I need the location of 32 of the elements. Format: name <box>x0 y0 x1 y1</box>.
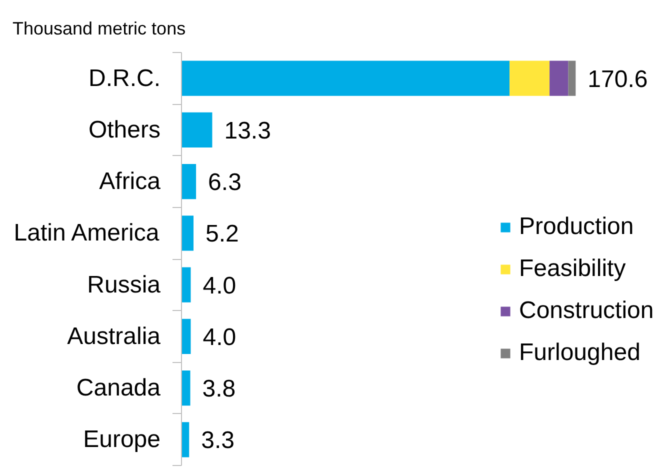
bar <box>510 60 550 96</box>
total-label: 170.6 <box>588 66 648 93</box>
y-tick-label: Australia <box>67 322 162 350</box>
bar <box>182 318 191 354</box>
bar <box>182 216 194 251</box>
bar <box>182 60 510 96</box>
data-label: 5.2 <box>206 220 239 248</box>
y-tick-label: D.R.C. <box>88 64 160 92</box>
data-label: 4.0 <box>202 324 236 351</box>
data-label: 3.3 <box>201 427 234 454</box>
bar <box>182 267 191 302</box>
y-tick-label: Others <box>88 116 161 144</box>
bar <box>182 164 196 200</box>
data-label: 13.3 <box>224 117 271 144</box>
y-tick-label: Europe <box>83 426 160 454</box>
data-label: 3.8 <box>202 376 236 403</box>
bar <box>182 112 212 148</box>
data-label: 4.0 <box>202 272 236 300</box>
y-tick-label: Canada <box>76 374 162 402</box>
legend-label: Production <box>519 213 634 241</box>
y-tick-label: Africa <box>99 168 162 196</box>
legend-label: Feasibility <box>519 255 626 283</box>
data-label: 6.3 <box>208 169 242 196</box>
y-tick-label: Latin America <box>14 220 160 247</box>
y-tick-label: Russia <box>87 271 162 298</box>
bar <box>182 370 190 406</box>
bar <box>182 422 190 458</box>
bar <box>550 60 568 96</box>
legend-label: Furloughed <box>519 339 640 367</box>
legend-label: Construction <box>519 297 654 325</box>
chart-title: Thousand metric tons <box>12 18 186 38</box>
bar <box>568 60 576 96</box>
